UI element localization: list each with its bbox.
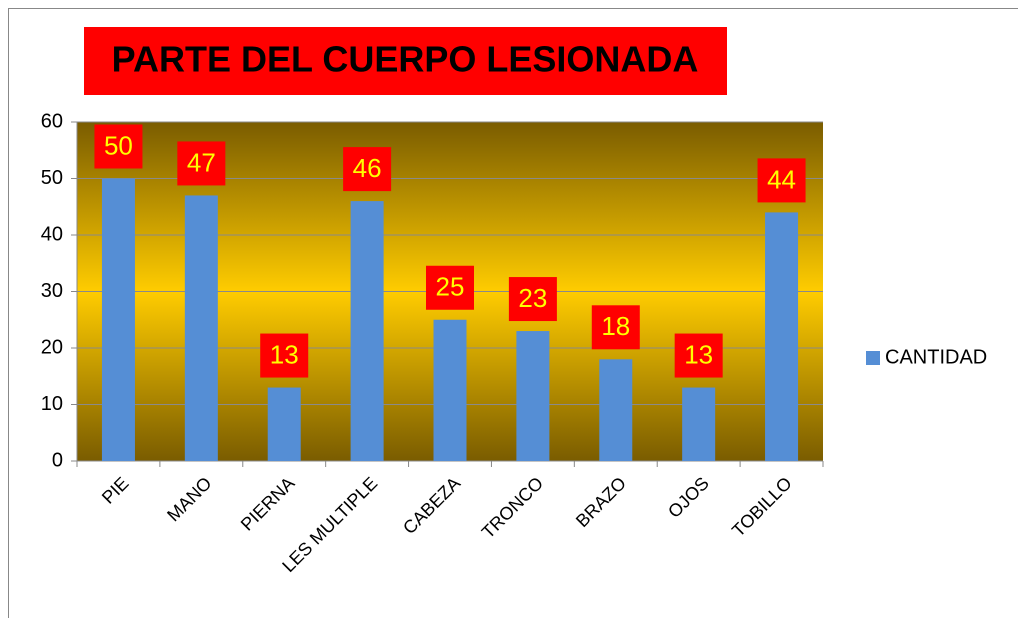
y-tick-label: 10 <box>41 393 63 415</box>
y-tick-label: 30 <box>41 280 63 302</box>
data-label: 47 <box>187 147 216 177</box>
legend-swatch <box>866 351 880 365</box>
data-label-box <box>508 277 557 322</box>
data-label: 13 <box>684 339 713 369</box>
data-label-box <box>757 158 806 203</box>
y-tick-label: 0 <box>52 449 63 471</box>
bar <box>433 319 467 461</box>
bar <box>101 178 135 461</box>
data-label: 13 <box>270 339 299 369</box>
bar <box>765 212 799 461</box>
data-label: 44 <box>767 164 796 194</box>
bar <box>516 331 550 461</box>
chart-title: PARTE DEL CUERPO LESIONADA <box>112 39 699 80</box>
data-label-box <box>260 333 309 378</box>
bar <box>184 195 218 461</box>
y-tick-label: 20 <box>41 336 63 358</box>
y-tick-label: 50 <box>41 167 63 189</box>
bar <box>599 359 633 461</box>
data-label-box <box>674 333 723 378</box>
bar <box>682 387 716 461</box>
data-label: 18 <box>601 311 630 341</box>
bar <box>267 387 301 461</box>
bar <box>350 201 384 461</box>
data-label-box <box>343 147 392 192</box>
y-tick-label: 40 <box>41 223 63 245</box>
y-tick-label: 60 <box>41 110 63 132</box>
data-label: 46 <box>353 153 382 183</box>
title-box <box>84 27 727 95</box>
data-label-box <box>426 265 474 310</box>
data-label: 50 <box>104 130 133 160</box>
data-label: 23 <box>518 283 547 313</box>
legend-label: CANTIDAD <box>885 346 987 368</box>
data-label-box <box>591 305 640 350</box>
data-label-box <box>177 141 226 186</box>
data-label-box <box>94 124 143 169</box>
data-label: 25 <box>436 272 465 302</box>
